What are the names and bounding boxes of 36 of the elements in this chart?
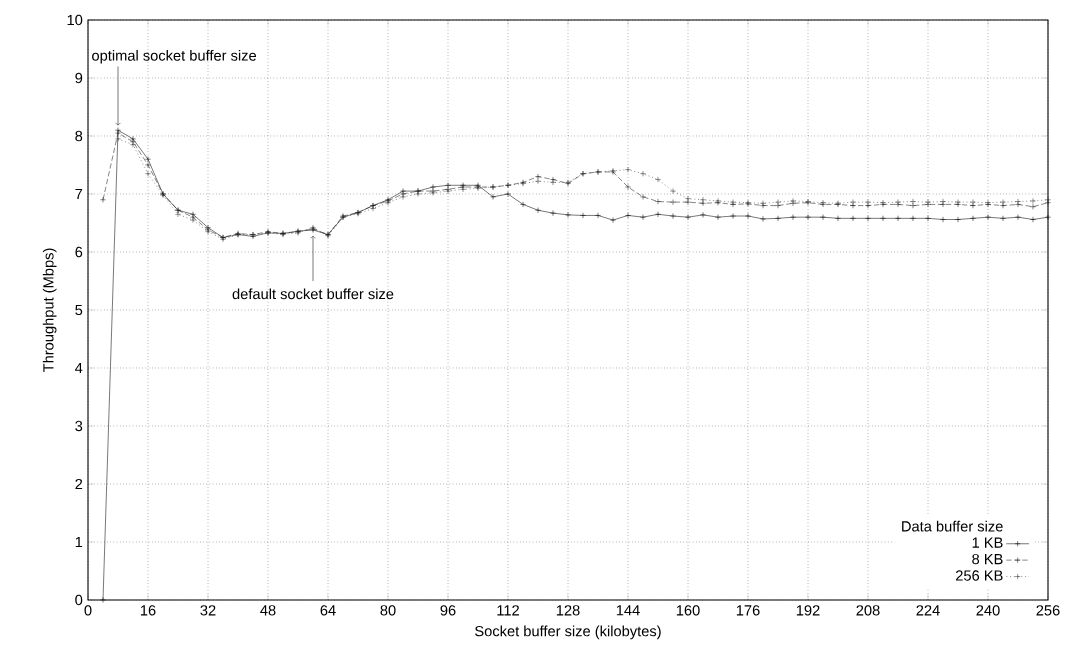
x-tick-label: 80 — [380, 605, 396, 616]
x-axis-title: Socket buffer size (kilobytes) — [475, 625, 661, 640]
legend-label: 1 KB — [972, 537, 1003, 548]
y-tick-label: 6 — [75, 246, 83, 258]
x-tick-label: 128 — [556, 605, 580, 616]
y-axis-title: Throughput (Mbps) — [42, 248, 57, 373]
x-tick-label: 176 — [736, 605, 760, 616]
legend-label: 8 KB — [972, 553, 1003, 565]
legend-title: Data buffer size — [902, 520, 1003, 532]
x-tick-label: 16 — [140, 605, 156, 616]
x-tick-label: 48 — [260, 605, 276, 616]
y-tick-label: 8 — [75, 130, 83, 142]
y-tick-label: 1 — [75, 536, 83, 548]
y-tick-label: 7 — [75, 188, 83, 200]
y-tick-label: 9 — [75, 72, 83, 84]
x-tick-label: 64 — [320, 605, 336, 616]
x-tick-label: 144 — [616, 605, 640, 616]
annotation: optimal socket buffer size — [92, 49, 257, 64]
y-tick-label: 5 — [75, 304, 83, 316]
annotation: default socket buffer size — [232, 288, 394, 300]
y-tick-label: 3 — [75, 420, 83, 432]
x-tick-label: 112 — [497, 605, 519, 616]
y-tick-label: 2 — [75, 478, 83, 490]
x-tick-label: 256 — [1036, 605, 1060, 616]
x-tick-label: 224 — [916, 605, 940, 616]
x-tick-label: 160 — [676, 605, 700, 616]
x-tick-label: 96 — [440, 605, 456, 616]
x-tick-label: 192 — [796, 605, 820, 616]
x-tick-label: 208 — [856, 605, 880, 616]
legend-label: 256 KB — [955, 570, 1003, 581]
x-tick-label: 240 — [976, 605, 1000, 616]
y-tick-label: 10 — [67, 14, 83, 26]
x-tick-label: 0 — [84, 605, 92, 616]
y-tick-label: 0 — [75, 594, 83, 606]
x-tick-label: 32 — [200, 605, 216, 616]
y-tick-label: 4 — [75, 362, 83, 374]
